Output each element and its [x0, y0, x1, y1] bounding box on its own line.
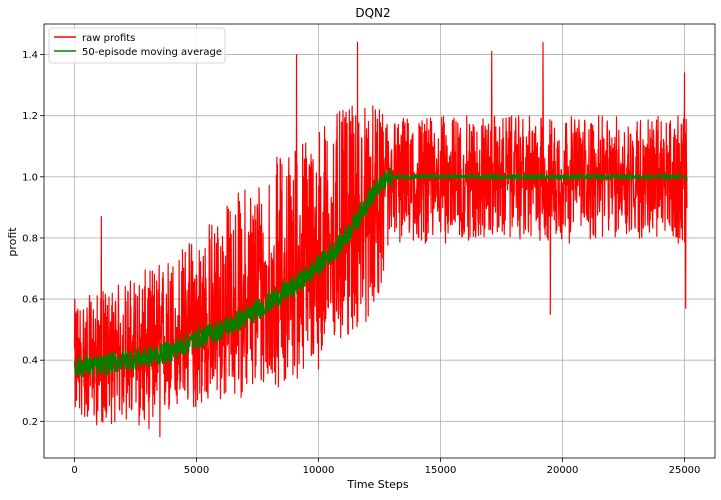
x-axis-label: Time Steps	[346, 478, 408, 491]
y-tick-label: 1.2	[22, 111, 38, 122]
x-tick-label: 0	[71, 465, 77, 476]
x-tick-label: 25000	[669, 465, 701, 476]
y-tick-label: 0.4	[22, 356, 38, 367]
chart-title: DQN2	[355, 6, 390, 20]
y-tick-label: 0.2	[22, 417, 38, 428]
series-moving-average-line	[73, 167, 688, 378]
plot-frame	[43, 23, 716, 459]
y-tick-label: 1.4	[22, 50, 38, 61]
legend-label-raw-profits: raw profits	[82, 33, 135, 44]
legend: raw profits 50-episode moving average	[48, 27, 226, 64]
legend-label-moving-average: 50-episode moving average	[82, 47, 222, 58]
x-tick-label: 15000	[425, 465, 457, 476]
y-tick-label: 0.6	[22, 295, 38, 306]
y-tick-label: 1.0	[22, 172, 38, 183]
x-tick-label: 20000	[547, 465, 579, 476]
axis-layer: 0 5000 10000 15000 20000 25000 0.2 0.4 0.6 0.8 1.0…	[22, 50, 700, 476]
y-axis-label: profit	[6, 227, 19, 257]
series-raw-profits-line	[73, 41, 688, 438]
x-tick-label: 10000	[303, 465, 335, 476]
legend-box	[48, 27, 226, 64]
series-layer	[73, 41, 688, 438]
y-tick-label: 0.8	[22, 233, 38, 244]
x-tick-label: 5000	[184, 465, 209, 476]
